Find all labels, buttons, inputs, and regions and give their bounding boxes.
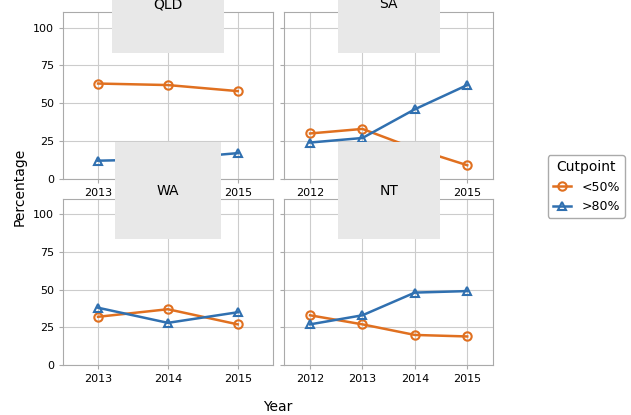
Title: WA: WA	[156, 184, 179, 198]
Title: QLD: QLD	[153, 0, 182, 11]
Title: NT: NT	[379, 184, 398, 198]
Legend: <50%, >80%: <50%, >80%	[548, 156, 625, 218]
Text: Year: Year	[263, 400, 292, 414]
Title: SA: SA	[379, 0, 398, 11]
Text: Percentage: Percentage	[13, 148, 27, 226]
